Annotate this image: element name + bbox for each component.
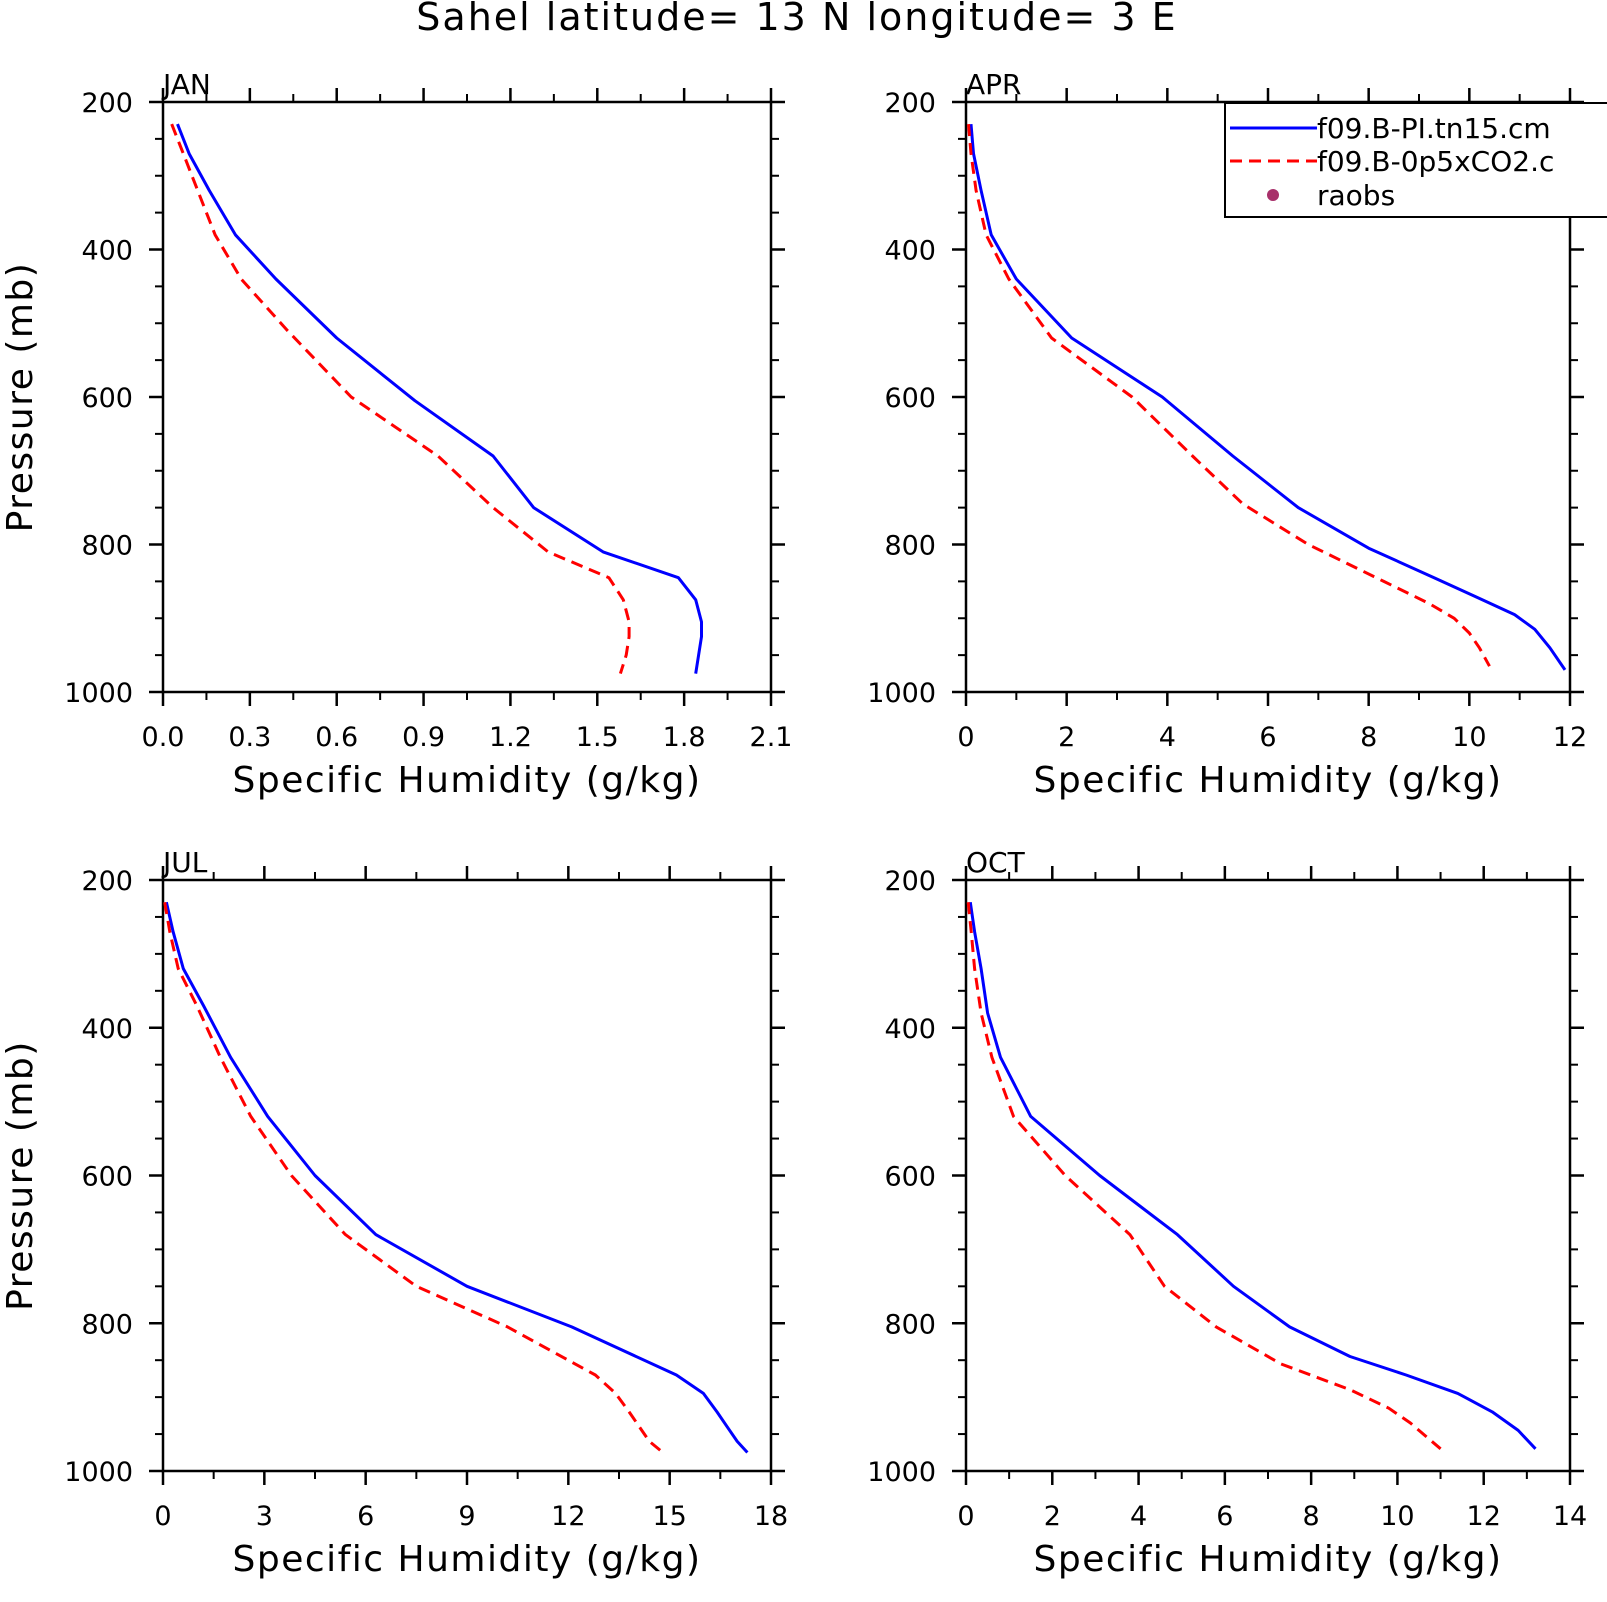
- y-tick-label: 600: [81, 383, 133, 414]
- panel-apr: APR 0 2 4 6 8 10 12 200 400 600 800 1000 Specific Hum…: [867, 68, 1587, 801]
- legend-label-raobs: raobs: [1317, 179, 1395, 212]
- series-line-pi: [176, 123, 703, 674]
- plot-frame: [161, 100, 773, 694]
- plot-frame: [161, 878, 773, 1473]
- y-tick-label: 200: [884, 88, 936, 119]
- x-tick-label: 4: [1130, 1501, 1147, 1532]
- x-tick-label: 6: [1216, 1501, 1233, 1532]
- plot-frame: [964, 878, 1572, 1473]
- y-tick-label: 400: [884, 1014, 936, 1045]
- x-tick-label: 0: [957, 1501, 974, 1532]
- x-tick-label: 0.9: [402, 722, 445, 753]
- x-tick-label: 1.2: [489, 722, 532, 753]
- y-tick-label: 800: [81, 1309, 133, 1340]
- x-tick-label: 2: [1058, 722, 1075, 753]
- y-tick-label: 1000: [867, 678, 936, 709]
- x-axis-title: Specific Humidity (g/kg): [1033, 1539, 1502, 1580]
- legend-label-series2: f09.B-0p5xCO2.c: [1317, 145, 1554, 178]
- panel-label: OCT: [966, 846, 1026, 879]
- x-tick-label: 18: [754, 1501, 788, 1532]
- x-tick-label: 1.8: [663, 722, 706, 753]
- x-tick-label: 6: [357, 1501, 374, 1532]
- x-tick-label: 10: [1452, 722, 1486, 753]
- panel-label: APR: [966, 68, 1022, 101]
- series-line-co2: [163, 901, 664, 1454]
- series-line-pi: [164, 901, 749, 1454]
- legend: f09.B-PI.tn15.cm f09.B-0p5xCO2.c raobs: [1224, 102, 1607, 218]
- x-tick-label: 15: [652, 1501, 686, 1532]
- series-line-pi: [968, 901, 1537, 1450]
- x-tick-label: 1.5: [576, 722, 619, 753]
- legend-swatch-dot: [1267, 189, 1279, 201]
- y-tick-label: 400: [81, 236, 133, 267]
- x-tick-label: 8: [1303, 1501, 1320, 1532]
- y-tick-label: 1000: [64, 1457, 133, 1488]
- panel-jul: JUL 0 3 6 9 12 15 18 200 400 600 800 1000 Specific Hu…: [0, 846, 788, 1580]
- x-axis-title: Specific Humidity (g/kg): [1033, 760, 1502, 801]
- series-line-co2: [966, 902, 1442, 1450]
- y-tick-label: 800: [884, 1309, 936, 1340]
- x-tick-label: 14: [1553, 1501, 1587, 1532]
- y-tick-label: 400: [884, 236, 936, 267]
- y-tick-label: 800: [884, 531, 936, 562]
- x-tick-label: 4: [1159, 722, 1176, 753]
- series-line-co2: [170, 123, 631, 675]
- x-tick-label: 0: [957, 722, 974, 753]
- x-tick-label: 6: [1259, 722, 1276, 753]
- y-axis-title: Pressure (mb): [0, 1040, 41, 1311]
- y-tick-label: 200: [884, 866, 936, 897]
- x-tick-label: 9: [458, 1501, 475, 1532]
- x-tick-label: 12: [1467, 1501, 1501, 1532]
- x-tick-label: 3: [256, 1501, 273, 1532]
- panel-oct: OCT 0 2 4 6 8 10 12 14 200 400 600 800 1000 Specific H…: [867, 846, 1587, 1580]
- figure-title: Sahel latitude= 13 N longitude= 3 E: [416, 0, 1177, 39]
- x-tick-label: 10: [1380, 1501, 1414, 1532]
- x-tick-label: 12: [551, 1501, 585, 1532]
- y-tick-label: 200: [81, 866, 133, 897]
- x-tick-label: 0: [154, 1501, 171, 1532]
- y-tick-label: 600: [884, 383, 936, 414]
- x-tick-label: 12: [1553, 722, 1587, 753]
- x-tick-label: 0.6: [315, 722, 358, 753]
- x-tick-label: 8: [1360, 722, 1377, 753]
- y-tick-label: 600: [81, 1162, 133, 1193]
- y-axis-title: Pressure (mb): [0, 262, 41, 533]
- x-axis-title: Specific Humidity (g/kg): [232, 1539, 701, 1580]
- panel-label: JAN: [161, 68, 211, 101]
- y-tick-label: 800: [81, 531, 133, 562]
- x-tick-label: 2.1: [750, 722, 793, 753]
- legend-label-series1: f09.B-PI.tn15.cm: [1317, 112, 1551, 145]
- series-line-pi: [969, 123, 1567, 671]
- y-tick-label: 1000: [64, 678, 133, 709]
- x-tick-label: 0.0: [142, 722, 185, 753]
- panel-jan: JAN 0.0 0.3 0.6 0.9 1.2 1.5 1.8 2.1 200 400 600 800 1…: [0, 68, 792, 801]
- y-tick-label: 600: [884, 1162, 936, 1193]
- y-tick-label: 200: [81, 88, 133, 119]
- x-tick-label: 2: [1044, 1501, 1061, 1532]
- x-tick-label: 0.3: [228, 722, 271, 753]
- panel-label: JUL: [161, 846, 208, 879]
- y-tick-label: 1000: [867, 1457, 936, 1488]
- x-axis-title: Specific Humidity (g/kg): [232, 760, 701, 801]
- y-tick-label: 400: [81, 1014, 133, 1045]
